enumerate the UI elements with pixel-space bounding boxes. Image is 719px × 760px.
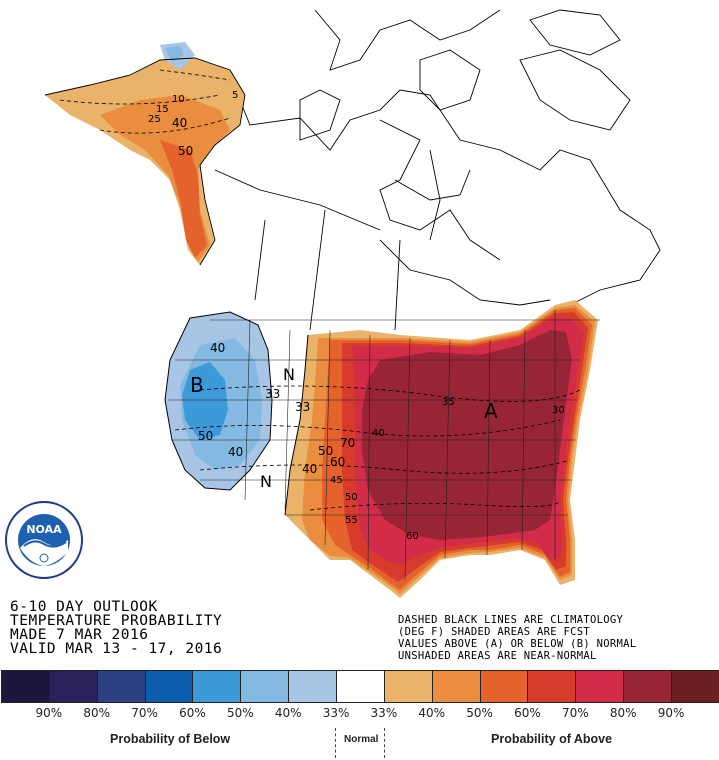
contour-60: 60 [330, 455, 345, 469]
legend-swatch [671, 670, 719, 703]
legend-tick-label: 40% [274, 706, 302, 720]
clim-40: 40 [372, 428, 385, 439]
legend-swatch [623, 670, 673, 703]
legend-swatch [527, 670, 577, 703]
contour-50-plains: 50 [318, 444, 333, 458]
map-notes: DASHED BLACK LINES ARE CLIMATOLOGY (DEG … [398, 614, 716, 662]
note-line-1: DASHED BLACK LINES ARE CLIMATOLOGY [398, 614, 624, 626]
legend-swatch [288, 670, 338, 703]
legend-swatch [383, 670, 433, 703]
contour-55: 55 [345, 515, 358, 526]
contour-33-b: 33 [295, 400, 310, 414]
legend-tick-label: 70% [561, 706, 589, 720]
note-line-4: UNSHADED AREAS ARE NEAR-NORMAL [398, 650, 597, 662]
ak-contour-10: 10 [172, 94, 185, 105]
noaa-logo: NOAA [5, 501, 83, 579]
legend-tick-label: 80% [83, 706, 111, 720]
contour-40-sw: 40 [228, 445, 243, 459]
outlook-map: B A N N 33 33 40 50 40 50 40 70 60 45 50… [44, 9, 661, 598]
above-label: A [484, 399, 498, 423]
outlook-valid-dates: VALID MAR 13 - 17, 2016 [10, 641, 223, 657]
below-shading [165, 312, 272, 490]
ak-contour-25: 25 [148, 114, 161, 125]
contour-40-plains: 40 [302, 462, 317, 476]
legend-tick-labels: 90% 80% 70% 60% 50% 40% 33% 33% 40% 50% 60% 70% 80% 9… [1, 706, 719, 722]
legend-swatch [144, 670, 194, 703]
legend-tick-label: 50% [466, 706, 493, 720]
legend-normal-divider-left [335, 728, 336, 758]
legend-tick-label: 80% [609, 706, 637, 720]
legend-above-caption: Probability of Above [491, 732, 613, 746]
legend-normal-caption: Normal [344, 734, 379, 745]
category-boundaries [164, 311, 309, 516]
legend-swatch [48, 670, 98, 703]
outlook-subtitle: TEMPERATURE PROBABILITY [10, 613, 223, 629]
contour-40-west: 40 [210, 341, 225, 355]
contour-50-tx: 50 [345, 492, 358, 503]
contour-70: 70 [340, 436, 355, 450]
legend-tick-label: 90% [35, 706, 63, 720]
legend-tick-label: 50% [226, 706, 254, 720]
normal-label-south: N [260, 472, 272, 491]
legend-normal-divider-right [384, 728, 385, 758]
legend-tick-label: 60% [514, 706, 541, 720]
note-line-2: (DEG F) SHADED AREAS ARE FCST [398, 626, 591, 638]
above-shading [285, 300, 598, 598]
legend-swatch [431, 670, 481, 703]
legend-swatch [240, 670, 290, 703]
legend-swatch [192, 670, 242, 703]
legend-tick-label: 40% [418, 706, 446, 720]
clim-30: 30 [552, 405, 565, 416]
canada-outline [214, 9, 661, 331]
ak-contour-50: 50 [178, 144, 193, 158]
ak-contour-40: 40 [172, 116, 187, 130]
outlook-made-date: MADE 7 MAR 2016 [10, 627, 149, 643]
contour-45: 45 [330, 475, 343, 486]
legend-tick-label: 90% [657, 706, 685, 720]
ak-contour-15: 15 [156, 104, 169, 115]
normal-label-north: N [283, 365, 295, 384]
note-line-3: VALUES ABOVE (A) OR BELOW (B) NORMAL [398, 638, 637, 650]
climatology-lines [59, 69, 581, 511]
outlook-title-block: 6-10 DAY OUTLOOK TEMPERATURE PROBABILITY… [10, 599, 390, 657]
state-boundaries [168, 310, 600, 581]
contour-60-gulf: 60 [406, 531, 419, 542]
clim-35: 35 [442, 397, 455, 408]
outlook-title: 6-10 DAY OUTLOOK [10, 599, 158, 615]
contour-50-west: 50 [198, 429, 213, 443]
legend-tick-spacer [695, 706, 719, 722]
logo-text: NOAA [26, 523, 62, 536]
legend-swatch [1, 670, 50, 703]
legend-tick-label: 33% [370, 706, 398, 720]
legend-below-caption: Probability of Below [110, 732, 231, 746]
legend-tick-label: 70% [131, 706, 158, 720]
legend-color-bar [1, 670, 719, 703]
legend-tick-spacer [1, 706, 25, 722]
legend-swatch [575, 670, 625, 703]
legend-swatch [336, 670, 385, 703]
map-svg: B A N N 33 33 40 50 40 50 40 70 60 45 50… [44, 9, 661, 598]
legend-tick-label: 33% [322, 706, 350, 720]
map-labels: B A N N 33 33 40 50 40 50 40 70 60 45 50… [148, 90, 565, 542]
contour-33-a: 33 [265, 387, 280, 401]
legend-tick-label: 60% [179, 706, 206, 720]
ak-contour-5: 5 [232, 90, 238, 101]
legend-swatch [96, 670, 146, 703]
below-label: B [190, 373, 204, 397]
legend-swatch [479, 670, 529, 703]
alaska-shading [44, 42, 246, 266]
